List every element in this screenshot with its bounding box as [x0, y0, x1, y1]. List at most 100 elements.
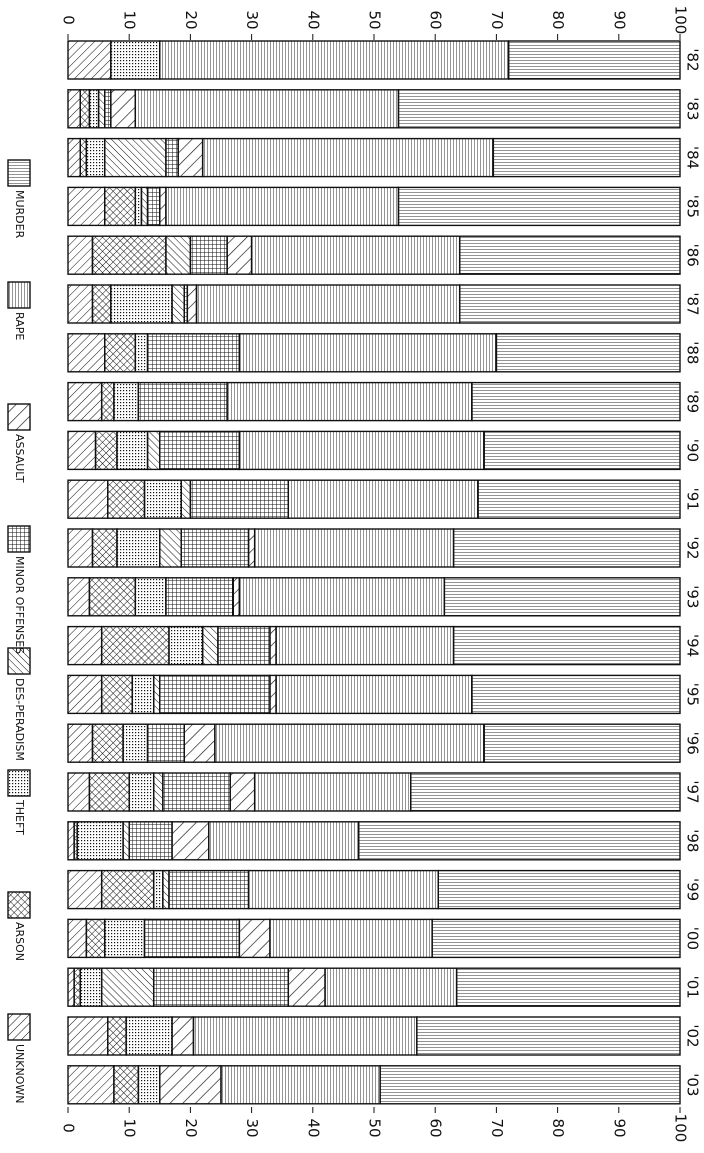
bar-segment	[67, 137, 81, 178]
bar-segment	[152, 967, 290, 1007]
bar-segment	[253, 772, 412, 812]
bar-segment	[471, 674, 681, 715]
bar-segment	[113, 381, 140, 422]
bar-segment	[137, 1065, 161, 1105]
bar-segment	[85, 137, 106, 178]
bar-segment	[483, 430, 681, 471]
bar-segment	[358, 821, 681, 861]
legend-swatch	[7, 647, 31, 675]
bar-segment	[140, 186, 149, 227]
bar-segment	[110, 40, 161, 80]
bar-segment	[229, 772, 256, 812]
top-tick-label: 90	[610, 10, 628, 29]
legend-label: MINOR OFFENSES	[13, 556, 26, 654]
legend-swatch	[7, 525, 31, 553]
year-label: '92	[684, 536, 702, 559]
bar-segment	[201, 137, 495, 178]
bottom-tick-label: 40	[304, 1118, 322, 1137]
bar-segment	[67, 235, 94, 275]
bar-segment	[180, 528, 250, 568]
bar-segment	[452, 528, 681, 568]
bottom-tick-label: 30	[243, 1118, 261, 1137]
bar-segment	[79, 967, 103, 1007]
bar-segment	[437, 869, 681, 910]
legend-label: ARSON	[13, 922, 26, 961]
bar-segment	[128, 772, 155, 812]
bottom-tick-label: 90	[610, 1118, 628, 1137]
bar-segment	[238, 577, 446, 617]
top-tick-label: 30	[243, 10, 261, 29]
bar-segment	[67, 186, 106, 227]
bar-segment	[159, 1065, 222, 1105]
year-label: '98	[684, 829, 702, 852]
bar-segment	[104, 186, 137, 227]
year-label: '90	[684, 439, 702, 462]
bar-segment	[122, 821, 130, 861]
bar-segment	[128, 821, 173, 861]
bar-segment	[455, 967, 681, 1007]
bar-segment	[214, 723, 485, 763]
bar-segment	[416, 1016, 681, 1056]
bar-segment	[134, 186, 143, 227]
bar-segment	[104, 333, 137, 373]
legend-swatch	[7, 403, 31, 431]
bar-segment	[94, 430, 118, 471]
year-label: '95	[684, 683, 702, 706]
bottom-tick-label: 50	[366, 1118, 384, 1137]
bar-segment	[122, 723, 149, 763]
bar-segment	[431, 918, 681, 959]
bar-segment	[110, 89, 137, 129]
bar-segment	[162, 772, 231, 812]
bar-segment	[110, 284, 173, 324]
top-tick-label: 70	[488, 10, 506, 29]
legend-label: UNKNOWN	[13, 1044, 26, 1104]
bar-segment	[232, 577, 241, 617]
year-label: '01	[684, 976, 702, 999]
bar-segment	[159, 40, 510, 80]
bar-segment	[471, 381, 681, 422]
bar-segment	[269, 625, 277, 666]
legend-label: RAPE	[13, 312, 26, 340]
bar-segment	[220, 1065, 381, 1105]
bar-segment	[159, 674, 271, 715]
bar-segment	[201, 625, 219, 666]
year-label: '94	[684, 634, 702, 657]
bar-segment	[226, 381, 473, 422]
top-tick-label: 80	[549, 10, 567, 29]
legend-swatch	[7, 1013, 31, 1041]
bar-segment	[247, 869, 439, 910]
bar-segment	[104, 918, 146, 959]
bar-segment	[91, 723, 124, 763]
bar-segment	[183, 723, 216, 763]
bar-segment	[171, 1016, 195, 1056]
year-label: '02	[684, 1024, 702, 1047]
bar-segment	[168, 869, 250, 910]
legend-label: DES-PERADISM	[13, 678, 26, 761]
bar-segment	[152, 772, 164, 812]
bar-segment	[91, 284, 112, 324]
bar-segment	[287, 967, 326, 1007]
bar-segment	[143, 918, 241, 959]
bar-segment	[217, 625, 271, 666]
bottom-tick-label: 10	[121, 1118, 139, 1137]
top-tick-label: 20	[182, 10, 200, 29]
bar-segment	[88, 577, 137, 617]
year-label: '00	[684, 927, 702, 950]
bar-segment	[67, 284, 94, 324]
bar-segment	[67, 869, 103, 910]
legend-swatch	[7, 281, 31, 309]
year-label: '93	[684, 585, 702, 608]
bar-segment	[100, 674, 133, 715]
bar-segment	[100, 869, 155, 910]
bar-segment	[131, 674, 155, 715]
bar-segment	[477, 479, 681, 519]
bar-segment	[125, 1016, 173, 1056]
bar-segment	[165, 235, 192, 275]
legend-swatch	[7, 891, 31, 919]
year-label: '89	[684, 390, 702, 413]
bar-segment	[67, 1016, 109, 1056]
legend-label: THEFT	[13, 799, 26, 835]
bar-segment	[91, 528, 118, 568]
bar-segment	[247, 528, 256, 568]
bar-segment	[226, 235, 253, 275]
